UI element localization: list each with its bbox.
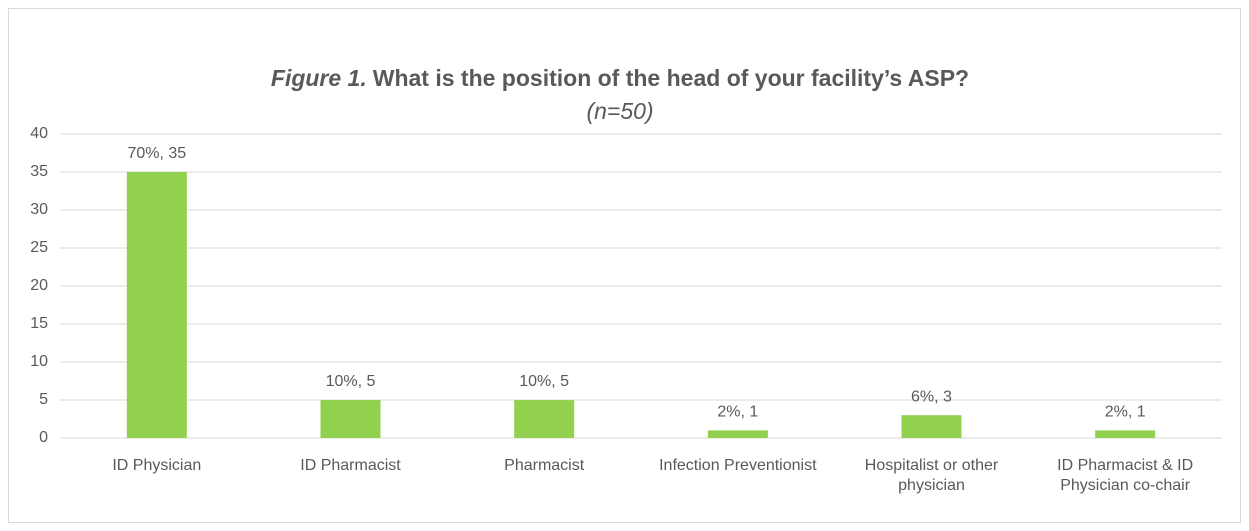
bar (514, 400, 575, 438)
data-label: 2%, 1 (1105, 404, 1146, 421)
bar (320, 400, 381, 438)
y-tick-label: 5 (39, 391, 48, 408)
chart-subtitle: (n=50) (586, 98, 653, 124)
x-tick-label: ID Pharmacist (300, 457, 401, 474)
y-tick-label: 40 (30, 125, 48, 142)
data-label: 10%, 5 (326, 373, 376, 390)
chart-title: Figure 1. What is the position of the hea… (271, 65, 969, 91)
y-tick-label: 25 (30, 239, 48, 256)
title-figure: Figure 1. (271, 65, 367, 91)
y-tick-label: 15 (30, 315, 48, 332)
x-tick-label: Infection Preventionist (659, 457, 817, 474)
y-tick-label: 35 (30, 163, 48, 180)
y-tick-label: 30 (30, 201, 48, 218)
data-label: 6%, 3 (911, 388, 952, 405)
data-label: 70%, 35 (127, 145, 186, 162)
chart-border (8, 8, 1241, 523)
bar (901, 415, 962, 438)
y-tick-label: 20 (30, 277, 48, 294)
bar (126, 172, 187, 438)
x-tick-label: Hospitalist or other physician (864, 457, 999, 494)
y-tick-label: 0 (39, 429, 48, 446)
title-text: What is the position of the head of your… (373, 65, 969, 91)
y-tick-label: 10 (30, 353, 48, 370)
data-label: 10%, 5 (519, 373, 569, 390)
x-tick-label: ID Pharmacist & ID Physician co-chair (1057, 457, 1194, 494)
x-tick-label: ID Physician (112, 457, 202, 474)
data-label: 2%, 1 (717, 404, 758, 421)
bar (707, 430, 768, 438)
x-tick-label: Pharmacist (504, 457, 585, 474)
bar (1095, 430, 1156, 438)
